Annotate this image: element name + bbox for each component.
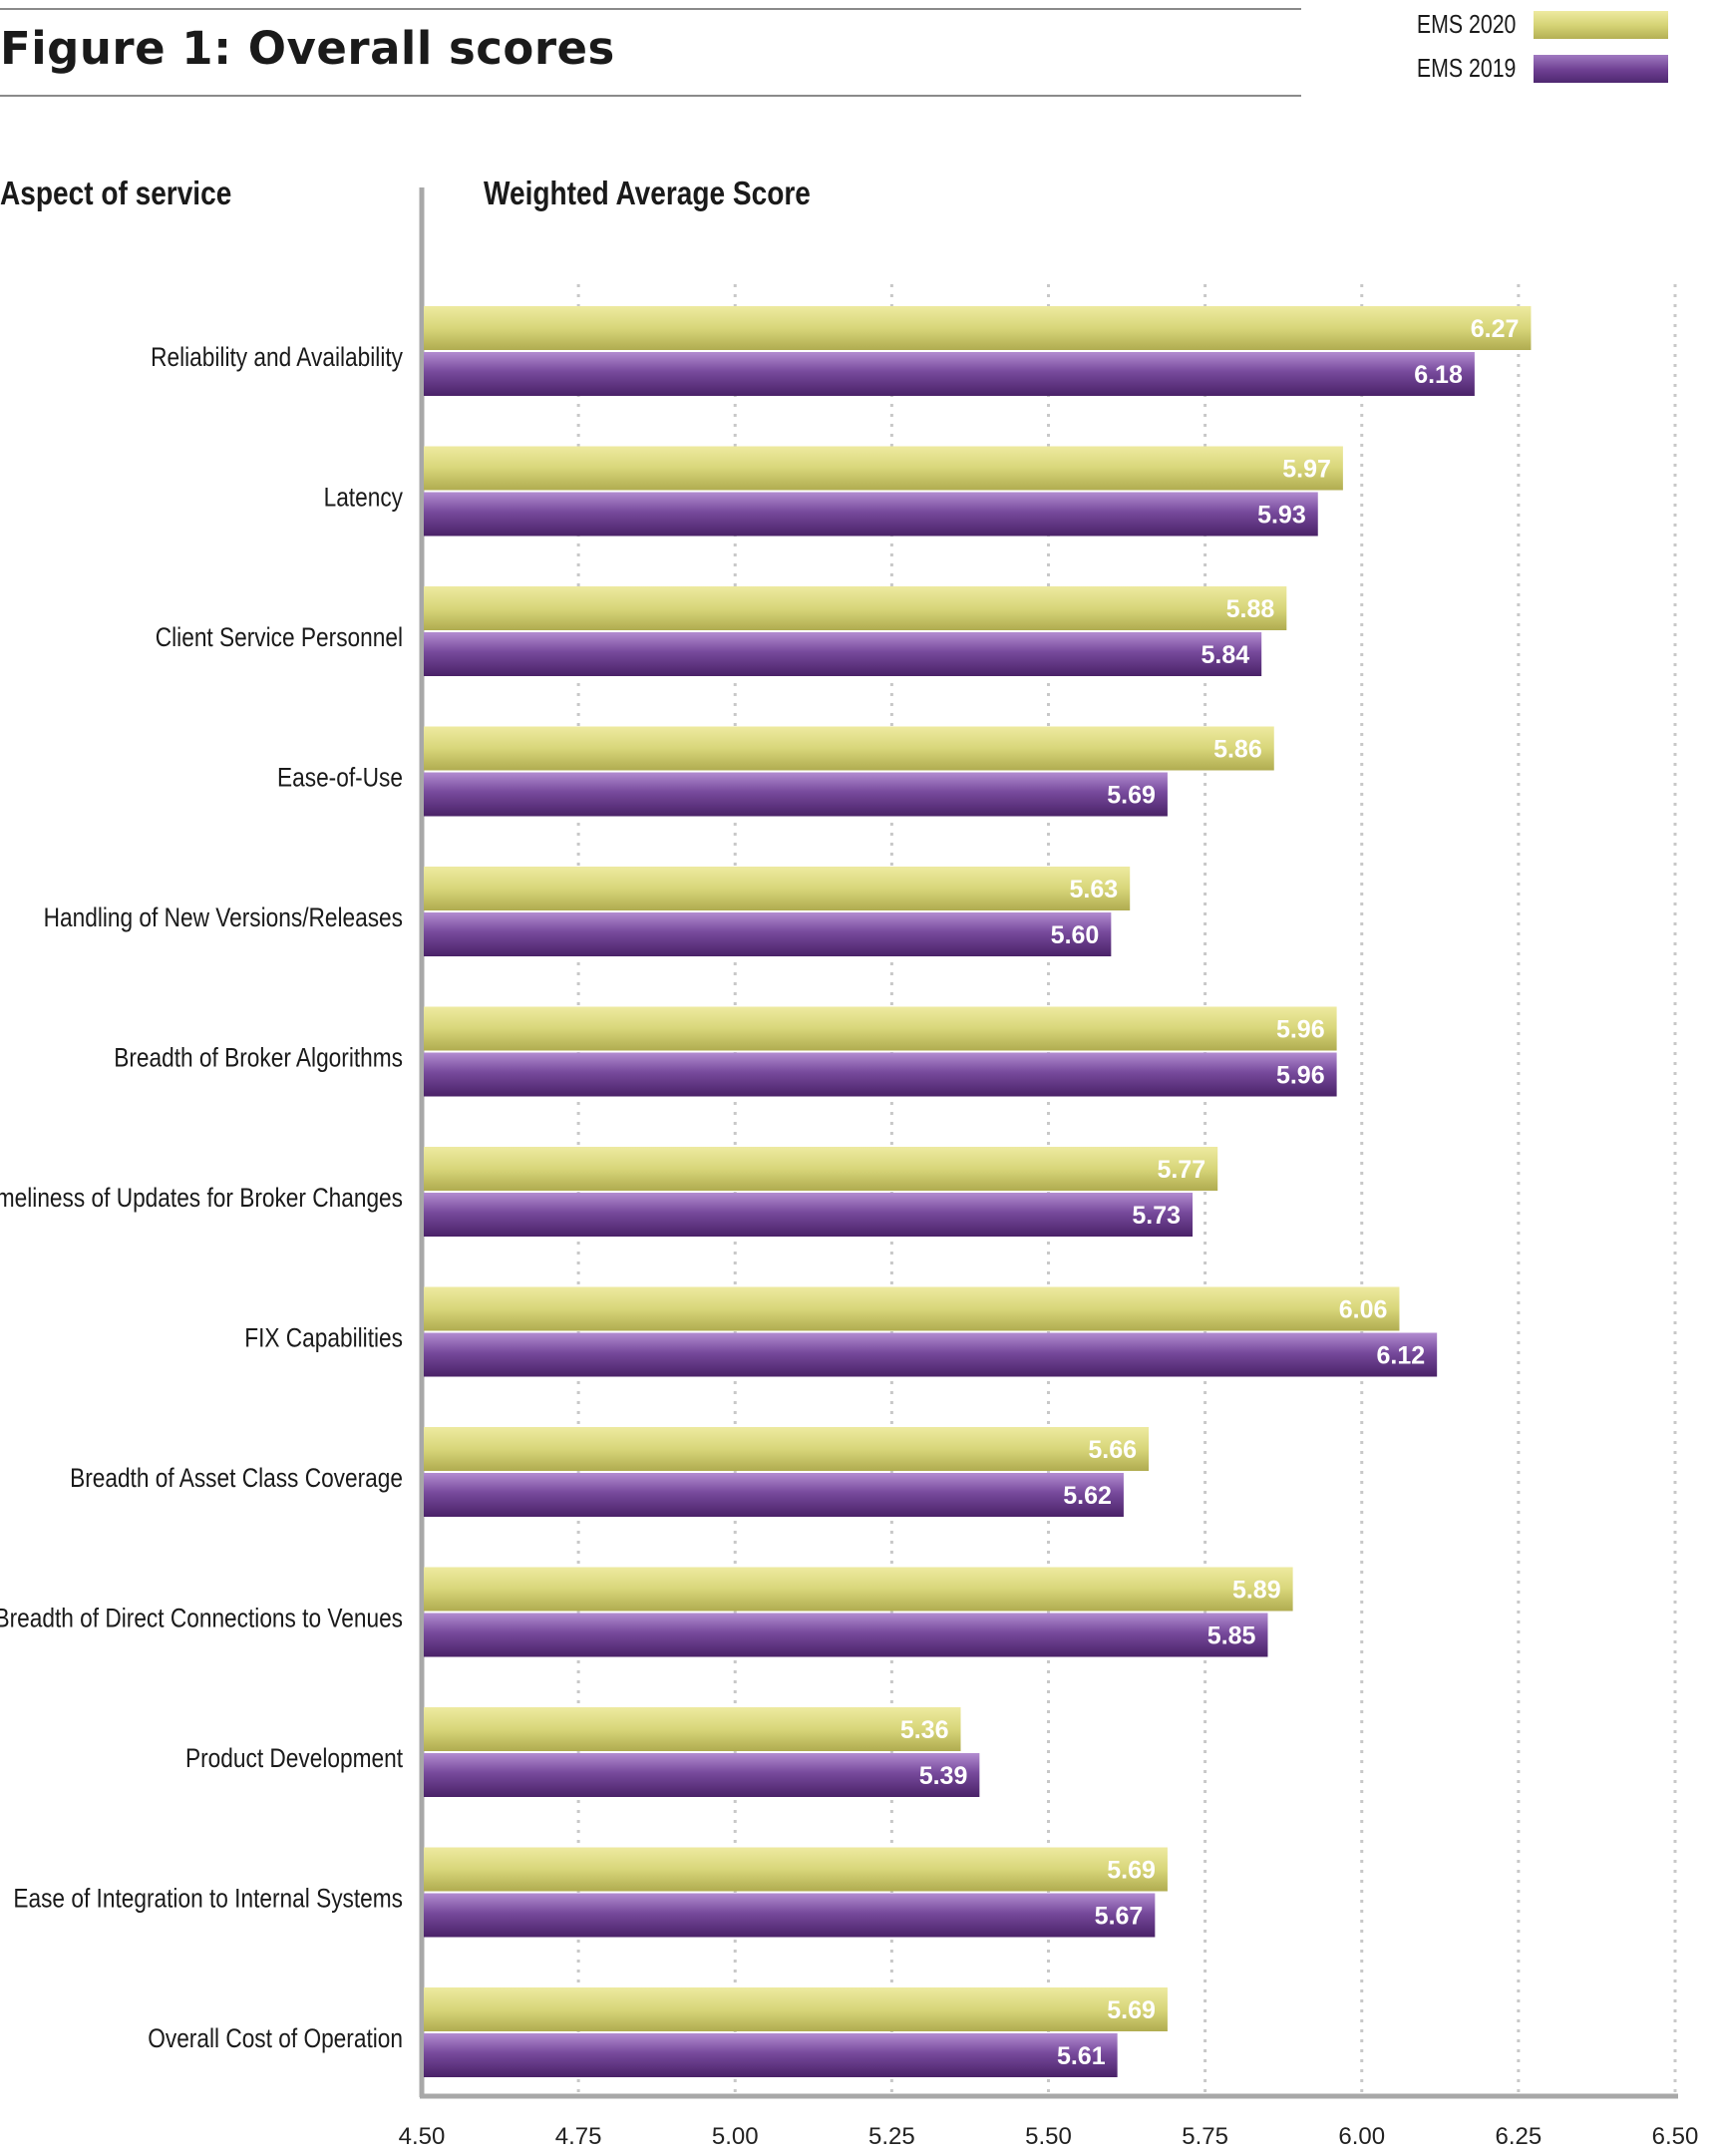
data-label: 5.86 (1213, 736, 1262, 764)
category-label: Handling of New Versions/Releases (44, 902, 403, 932)
bar-ems-2020 (424, 1006, 1337, 1051)
data-label: 5.88 (1226, 595, 1275, 623)
x-tick-label: 4.50 (399, 2123, 446, 2150)
data-label: 5.73 (1132, 1202, 1181, 1230)
bar-ems-2020 (424, 1286, 1400, 1331)
data-label: 5.39 (919, 1762, 968, 1790)
data-label: 5.69 (1107, 1857, 1156, 1885)
data-label: 5.93 (1257, 502, 1306, 530)
data-label: 6.06 (1339, 1296, 1388, 1324)
x-tick-label: 6.25 (1496, 2123, 1543, 2150)
x-tick-label: 6.00 (1338, 2123, 1385, 2150)
category-label: Ease of Integration to Internal Systems (13, 1884, 403, 1914)
bar-ems-2020 (424, 446, 1343, 491)
bar-ems-2019 (424, 1193, 1194, 1237)
bar-ems-2019 (424, 632, 1262, 676)
data-label: 5.60 (1051, 921, 1100, 949)
grid-layer (419, 187, 1678, 2099)
legend-label-2020: EMS 2020 (1416, 9, 1516, 39)
bar-ems-2019 (424, 1893, 1156, 1938)
bar-ems-2019 (424, 1613, 1268, 1657)
data-label: 5.85 (1207, 1622, 1256, 1650)
figure-title: Figure 1: Overall scores (0, 22, 615, 75)
bar-ems-2020 (424, 1707, 961, 1751)
data-label: 5.36 (900, 1716, 949, 1744)
legend-item-2020: EMS 2020 (1386, 8, 1715, 40)
x-tick-label: 5.25 (868, 2123, 915, 2150)
bar-ems-2019 (424, 912, 1112, 956)
bar-ems-2020 (424, 1147, 1218, 1191)
x-tick-label: 6.50 (1652, 2123, 1699, 2150)
aspect-of-service-header: Aspect of service (0, 175, 232, 211)
bar-ems-2019 (424, 772, 1168, 817)
bar-ems-2019 (424, 492, 1318, 537)
title-top-rule (0, 8, 1301, 10)
data-label: 5.66 (1088, 1436, 1137, 1464)
x-tick-label: 4.75 (555, 2123, 602, 2150)
bar-layer (424, 306, 1532, 2077)
legend: EMS 2020 EMS 2019 (1386, 8, 1715, 88)
bar-ems-2020 (424, 586, 1287, 630)
weighted-average-score-header: Weighted Average Score (484, 175, 811, 211)
category-label: Product Development (185, 1743, 403, 1773)
bar-ems-2019 (424, 2033, 1118, 2077)
data-label: 5.69 (1107, 1996, 1156, 2024)
x-tick-label: 5.50 (1025, 2123, 1072, 2150)
bar-ems-2020 (424, 726, 1274, 771)
bar-ems-2020 (424, 1427, 1150, 1471)
x-tick-label: 5.75 (1182, 2123, 1228, 2150)
legend-label-2019: EMS 2019 (1416, 53, 1516, 83)
legend-item-2019: EMS 2019 (1386, 52, 1715, 84)
data-label: 5.67 (1095, 1903, 1144, 1931)
bar-ems-2019 (424, 1052, 1337, 1097)
data-label: 5.61 (1057, 2042, 1106, 2070)
olive-swatch-icon (1534, 11, 1668, 39)
data-label: 5.97 (1282, 456, 1331, 484)
data-label: 5.62 (1063, 1482, 1112, 1510)
category-label: Breadth of Direct Connections to Venues (0, 1604, 403, 1633)
bar-ems-2020 (424, 1567, 1293, 1612)
x-tick-label: 5.00 (712, 2123, 759, 2150)
label-layer: 4.50 4.75 5.00 5.25 5.50 5.75 6.00 6.25 6.50 Reli… (0, 315, 1698, 2150)
title-bottom-rule (0, 95, 1301, 97)
data-label: 5.96 (1276, 1062, 1325, 1090)
category-label: Latency (324, 483, 404, 513)
purple-swatch-icon (1534, 55, 1668, 83)
data-label: 5.77 (1158, 1156, 1206, 1184)
bar-ems-2019 (424, 1473, 1124, 1517)
data-label: 5.84 (1201, 641, 1250, 669)
category-label: Timeliness of Updates for Broker Changes (0, 1183, 403, 1213)
category-label: FIX Capabilities (244, 1323, 403, 1353)
data-label: 5.63 (1070, 876, 1119, 903)
data-label: 5.69 (1107, 782, 1156, 810)
category-label: Breadth of Asset Class Coverage (70, 1463, 403, 1493)
bar-ems-2019 (424, 1332, 1438, 1377)
data-label: 5.89 (1232, 1577, 1281, 1605)
data-label: 6.18 (1414, 361, 1463, 389)
data-label: 6.27 (1471, 315, 1520, 343)
bar-ems-2019 (424, 352, 1475, 396)
bar-ems-2019 (424, 1753, 980, 1797)
category-label: Overall Cost of Operation (148, 2023, 403, 2053)
category-label: Breadth of Broker Algorithms (114, 1043, 403, 1073)
bar-ems-2020 (424, 1847, 1168, 1892)
bar-ems-2020 (424, 867, 1131, 910)
data-label: 6.12 (1376, 1342, 1425, 1370)
category-label: Reliability and Availability (151, 342, 403, 372)
bar-ems-2020 (424, 1987, 1168, 2031)
bar-ems-2020 (424, 306, 1532, 350)
data-label: 5.96 (1276, 1016, 1325, 1044)
category-label: Ease-of-Use (277, 763, 403, 793)
category-label: Client Service Personnel (156, 622, 403, 652)
